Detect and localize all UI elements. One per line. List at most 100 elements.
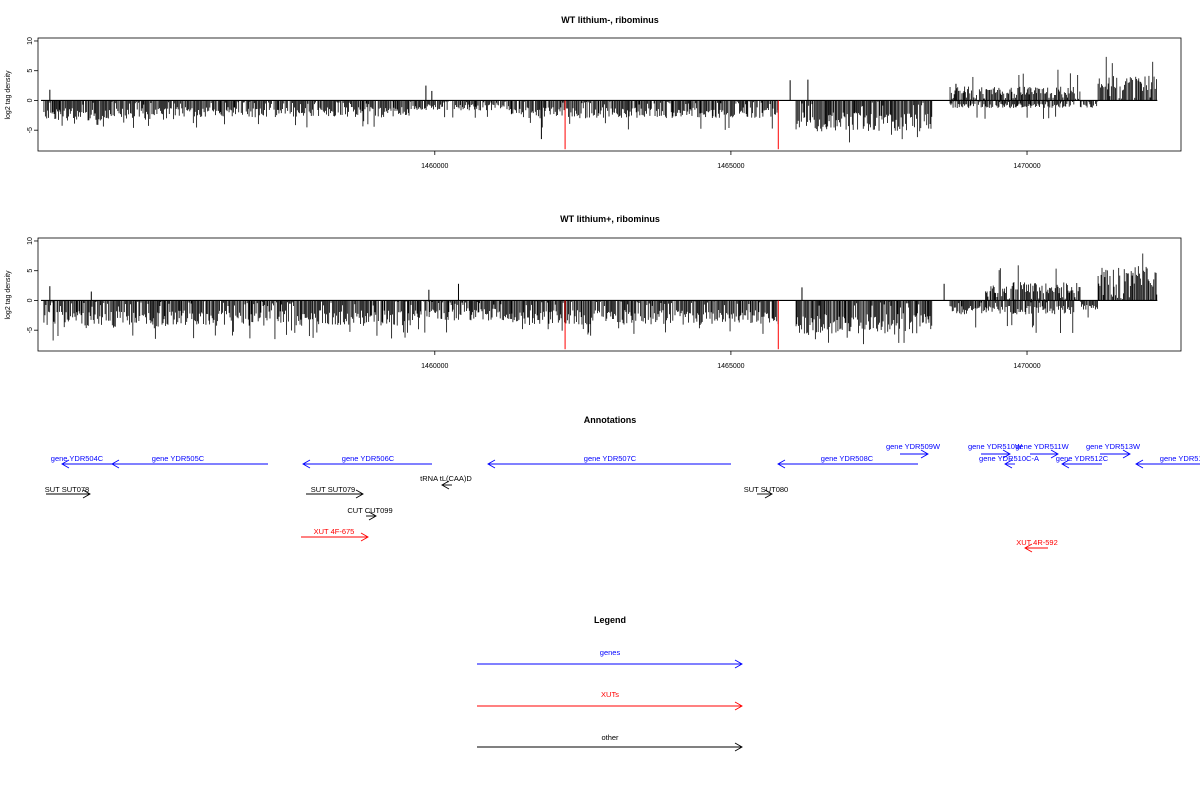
annotation-feature: XUT 4R-592 bbox=[1016, 538, 1058, 553]
feature-label: gene YDR504C bbox=[51, 454, 104, 463]
plot-frame bbox=[37, 37, 1182, 152]
track-panel-lithium-plus: WT lithium+, ribominus log2 tag density … bbox=[5, 214, 1182, 370]
feature-label: gene YDR510W bbox=[968, 442, 1023, 451]
y-tick-label: 5 bbox=[27, 269, 34, 273]
y-axis-label: log2 tag density bbox=[5, 70, 12, 120]
legend-item: genes bbox=[477, 648, 743, 669]
y-axis: -5 0 5 10 bbox=[27, 237, 38, 333]
x-tick-label: 1470000 bbox=[1013, 163, 1040, 170]
feature-label: CUT CUT099 bbox=[347, 506, 392, 515]
legend-item: other bbox=[477, 733, 743, 752]
legend-title: Legend bbox=[594, 615, 626, 625]
y-tick-label: 10 bbox=[27, 237, 34, 245]
annotation-feature: gene YDR506C bbox=[302, 454, 432, 469]
feature-label: XUT 4F-675 bbox=[314, 527, 355, 536]
feature-label: gene YDR507C bbox=[584, 454, 637, 463]
arrowhead-icon bbox=[368, 511, 377, 521]
x-tick-label: 1460000 bbox=[421, 363, 448, 370]
feature-label: gene YDR510C-A bbox=[979, 454, 1039, 463]
annotation-feature: gene YDR507C bbox=[487, 454, 731, 469]
arrowhead-icon bbox=[777, 459, 786, 469]
annotation-feature: gene YDR505C bbox=[111, 454, 268, 469]
track-title: WT lithium-, ribominus bbox=[561, 15, 659, 25]
arrowhead-icon bbox=[355, 489, 364, 499]
x-tick-label: 1470000 bbox=[1013, 363, 1040, 370]
feature-label: gene YDR511W bbox=[1015, 442, 1069, 451]
annotation-feature: SUT SUT079 bbox=[306, 485, 364, 499]
annotations-panel: Annotations gene YDR504C gene YDR505C gene… bbox=[45, 415, 1200, 553]
arrowhead-icon bbox=[441, 480, 450, 490]
signal-bars bbox=[40, 253, 1158, 345]
arrowhead-icon bbox=[734, 659, 743, 669]
arrowhead-icon bbox=[920, 449, 929, 459]
annotation-feature: gene YDR512C bbox=[1056, 454, 1109, 469]
y-tick-label: 0 bbox=[27, 298, 34, 302]
feature-label: SUT SUT080 bbox=[744, 485, 788, 494]
annotation-feature: SUT SUT080 bbox=[744, 485, 788, 499]
legend-item: XUTs bbox=[477, 690, 743, 711]
arrowhead-icon bbox=[82, 489, 91, 499]
x-axis: 1460000 1465000 1470000 bbox=[421, 151, 1041, 170]
annotation-feature: gene YDR513W bbox=[1086, 442, 1141, 459]
annotation-feature: gene YDR509W bbox=[886, 442, 941, 459]
annotation-feature: gene YDR510W bbox=[968, 442, 1023, 459]
track-title: WT lithium+, ribominus bbox=[560, 214, 660, 224]
arrowhead-icon bbox=[1002, 449, 1011, 459]
feature-label: gene YDR509W bbox=[886, 442, 941, 451]
x-tick-label: 1465000 bbox=[717, 363, 744, 370]
arrowhead-icon bbox=[1024, 543, 1033, 553]
x-axis: 1460000 1465000 1470000 bbox=[421, 351, 1041, 370]
arrowhead-icon bbox=[111, 459, 120, 469]
arrowhead-icon bbox=[734, 742, 743, 752]
y-tick-label: 5 bbox=[27, 69, 34, 73]
annotation-feature: CUT CUT099 bbox=[347, 506, 393, 521]
arrowhead-icon bbox=[61, 459, 70, 469]
red-markers bbox=[564, 300, 779, 350]
feature-label: tRNA tL(CAA)D bbox=[420, 474, 472, 483]
arrowhead-icon bbox=[1061, 459, 1070, 469]
feature-label: gene YDR508C bbox=[821, 454, 874, 463]
arrowhead-icon bbox=[734, 701, 743, 711]
arrowhead-icon bbox=[1135, 459, 1144, 469]
signal-bars bbox=[40, 56, 1158, 143]
legend-label: XUTs bbox=[601, 690, 619, 699]
legend-label: other bbox=[601, 733, 619, 742]
y-tick-label: -5 bbox=[27, 127, 34, 133]
annotation-features: gene YDR504C gene YDR505C gene YDR506C gene… bbox=[45, 442, 1200, 553]
y-axis: -5 0 5 10 bbox=[27, 37, 38, 133]
arrowhead-icon bbox=[1050, 449, 1059, 459]
annotation-feature: SUT SUT078 bbox=[45, 485, 91, 499]
annotation-feature: gene YDR508C bbox=[777, 454, 918, 469]
feature-label: gene YDR505C bbox=[152, 454, 205, 463]
feature-label: SUT SUT079 bbox=[311, 485, 355, 494]
legend-label: genes bbox=[600, 648, 621, 657]
annotation-feature: gene YDR514C bbox=[1135, 454, 1200, 469]
arrowhead-icon bbox=[1004, 459, 1013, 469]
feature-label: gene YDR514C bbox=[1160, 454, 1200, 463]
annotation-feature: gene YDR504C bbox=[51, 454, 112, 469]
feature-label: gene YDR506C bbox=[342, 454, 395, 463]
arrowhead-icon bbox=[1122, 449, 1131, 459]
annotation-feature: XUT 4F-675 bbox=[301, 527, 369, 542]
arrowhead-icon bbox=[764, 489, 773, 499]
annotation-feature: gene YDR511W bbox=[1015, 442, 1070, 459]
annotations-title: Annotations bbox=[584, 415, 637, 425]
plot-frame bbox=[37, 237, 1182, 352]
arrowhead-icon bbox=[360, 532, 369, 542]
feature-label: SUT SUT078 bbox=[45, 485, 89, 494]
y-tick-label: 0 bbox=[27, 98, 34, 102]
x-tick-label: 1460000 bbox=[421, 163, 448, 170]
y-tick-label: -5 bbox=[27, 327, 34, 333]
arrowhead-icon bbox=[487, 459, 496, 469]
red-markers bbox=[564, 100, 779, 150]
feature-label: gene YDR512C bbox=[1056, 454, 1109, 463]
y-axis-label: log2 tag density bbox=[5, 270, 12, 320]
feature-label: XUT 4R-592 bbox=[1016, 538, 1058, 547]
annotation-feature: gene YDR510C-A bbox=[979, 454, 1039, 469]
legend-panel: Legend genes XUTs other bbox=[477, 615, 743, 752]
y-tick-label: 10 bbox=[27, 37, 34, 45]
legend-items: genes XUTs other bbox=[477, 648, 743, 752]
feature-label: gene YDR513W bbox=[1086, 442, 1141, 451]
annotation-feature: tRNA tL(CAA)D bbox=[420, 474, 472, 490]
